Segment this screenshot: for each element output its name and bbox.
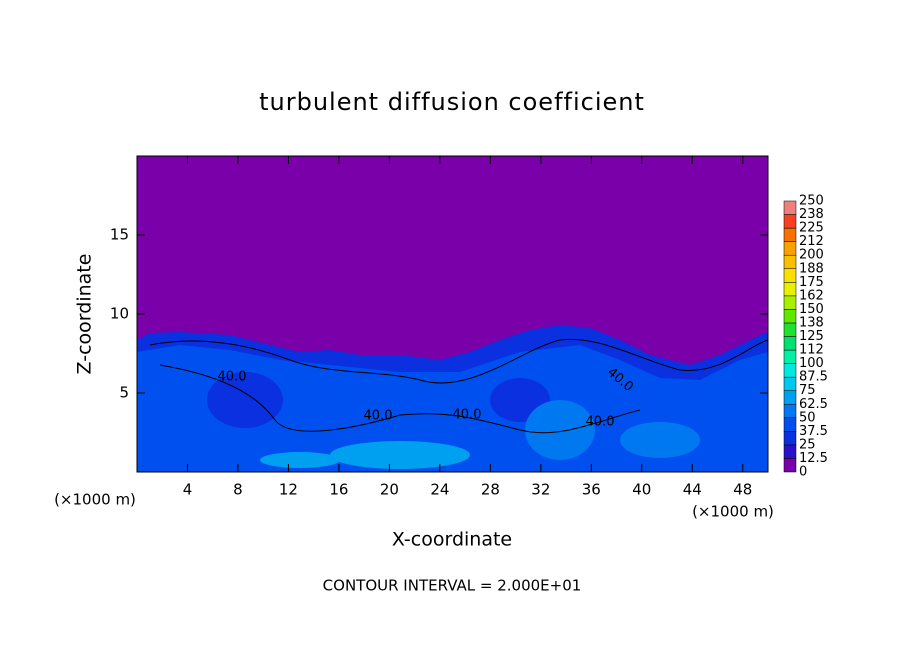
colorbar-label: 175 (799, 275, 824, 290)
colorbar-swatch (783, 254, 797, 269)
colorbar-swatch (783, 214, 797, 229)
colorbar-label: 162 (799, 288, 824, 303)
colorbar-label: 138 (799, 315, 824, 330)
colorbar-swatch (783, 349, 797, 364)
colorbar-label: 25 (799, 437, 816, 452)
y-tick-label: 10 (110, 305, 129, 323)
x-unit: (×1000 m) (692, 503, 774, 521)
colorbar-label: 100 (799, 356, 824, 371)
colorbar-label: 75 (799, 383, 816, 398)
contour-line (159, 364, 641, 434)
x-tick-label: 36 (582, 481, 601, 499)
colorbar-swatch (783, 390, 797, 405)
colorbar-swatch (783, 227, 797, 242)
x-tick-label: 48 (733, 481, 752, 499)
colorbar-label: 12.5 (799, 451, 828, 466)
colorbar-label: 62.5 (799, 397, 828, 412)
y-tick-label: 5 (119, 384, 129, 402)
colorbar-swatch (783, 431, 797, 446)
colorbar-label: 50 (799, 410, 816, 425)
colorbar-label: 87.5 (799, 370, 828, 385)
field-region (620, 422, 700, 458)
field-region (137, 345, 768, 472)
contour-label: 40.0 (218, 370, 247, 385)
x-tick-label: 20 (380, 481, 399, 499)
colorbar-swatch (783, 282, 797, 297)
contour-label: 40.0 (364, 409, 393, 424)
colorbar-swatch (783, 200, 797, 215)
colorbar-label: 238 (799, 207, 824, 222)
contour-label: 40.0 (586, 415, 615, 430)
x-tick-label: 12 (279, 481, 298, 499)
x-tick-label: 44 (683, 481, 702, 499)
x-tick-label: 4 (183, 481, 193, 499)
y-tick-label: 15 (110, 226, 129, 244)
colorbar-label: 188 (799, 261, 824, 276)
colorbar-label: 112 (799, 343, 824, 358)
colorbar-label: 150 (799, 302, 824, 317)
colorbar-swatch (783, 268, 797, 283)
contour-label: 40.0 (453, 408, 482, 423)
field-region (525, 400, 595, 460)
x-tick-label: 28 (481, 481, 500, 499)
field-region (207, 372, 283, 428)
x-tick-label: 24 (430, 481, 449, 499)
colorbar-swatch (783, 458, 797, 473)
colorbar-label: 125 (799, 329, 824, 344)
x-tick-label: 8 (233, 481, 243, 499)
x-axis-label: X-coordinate (392, 529, 512, 551)
contour-line (149, 338, 769, 384)
y-unit: (×1000 m) (54, 491, 136, 509)
colorbar-swatch (783, 404, 797, 419)
colorbar-swatch (783, 376, 797, 391)
field-region (260, 452, 340, 468)
colorbar-swatch (783, 241, 797, 256)
colorbar-swatch (783, 295, 797, 310)
y-axis-label: Z-coordinate (74, 254, 96, 375)
field (137, 156, 769, 472)
x-tick-label: 32 (531, 481, 550, 499)
colorbar-swatch (783, 417, 797, 432)
x-tick-label: 40 (632, 481, 651, 499)
colorbar-label: 225 (799, 221, 824, 236)
colorbar-swatch (783, 309, 797, 324)
colorbar-label: 37.5 (799, 424, 828, 439)
colorbar-swatch (783, 363, 797, 378)
colorbar-label: 212 (799, 234, 824, 249)
colorbar-label: 250 (799, 194, 824, 209)
colorbar-swatch (783, 322, 797, 337)
chart-title: turbulent diffusion coefficient (259, 88, 645, 116)
colorbar-label: 200 (799, 248, 824, 263)
colorbar-swatch (783, 336, 797, 351)
footer: CONTOUR INTERVAL = 2.000E+01 (323, 577, 582, 595)
colorbar-label: 0 (799, 465, 807, 480)
x-tick-label: 16 (329, 481, 348, 499)
colorbar-swatch (783, 444, 797, 459)
field-region (330, 441, 470, 469)
